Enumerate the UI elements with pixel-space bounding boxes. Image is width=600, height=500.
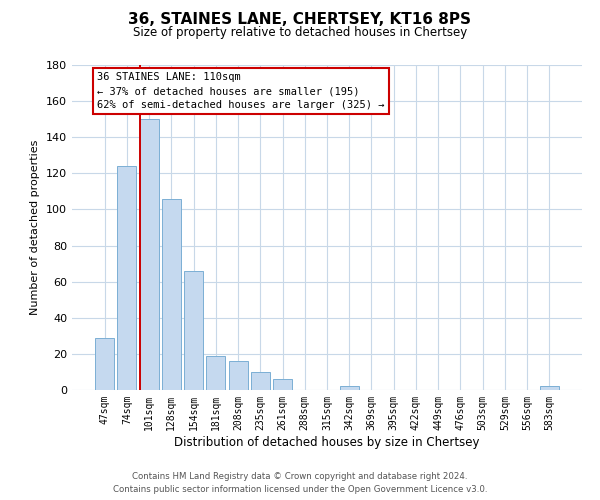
Bar — [118, 166, 136, 390]
Text: 36 STAINES LANE: 110sqm
← 37% of detached houses are smaller (195)
62% of semi-d: 36 STAINES LANE: 110sqm ← 37% of detache… — [97, 72, 385, 110]
Bar — [184, 271, 203, 390]
Bar — [162, 198, 181, 390]
X-axis label: Distribution of detached houses by size in Chertsey: Distribution of detached houses by size … — [174, 436, 480, 448]
Bar — [95, 338, 114, 390]
Text: 36, STAINES LANE, CHERTSEY, KT16 8PS: 36, STAINES LANE, CHERTSEY, KT16 8PS — [128, 12, 472, 28]
Bar — [140, 119, 158, 390]
Bar — [540, 386, 559, 390]
Text: Size of property relative to detached houses in Chertsey: Size of property relative to detached ho… — [133, 26, 467, 39]
Y-axis label: Number of detached properties: Number of detached properties — [31, 140, 40, 315]
Text: Contains HM Land Registry data © Crown copyright and database right 2024.
Contai: Contains HM Land Registry data © Crown c… — [113, 472, 487, 494]
Bar — [229, 361, 248, 390]
Bar — [206, 356, 225, 390]
Bar — [251, 372, 270, 390]
Bar — [340, 386, 359, 390]
Bar — [273, 379, 292, 390]
